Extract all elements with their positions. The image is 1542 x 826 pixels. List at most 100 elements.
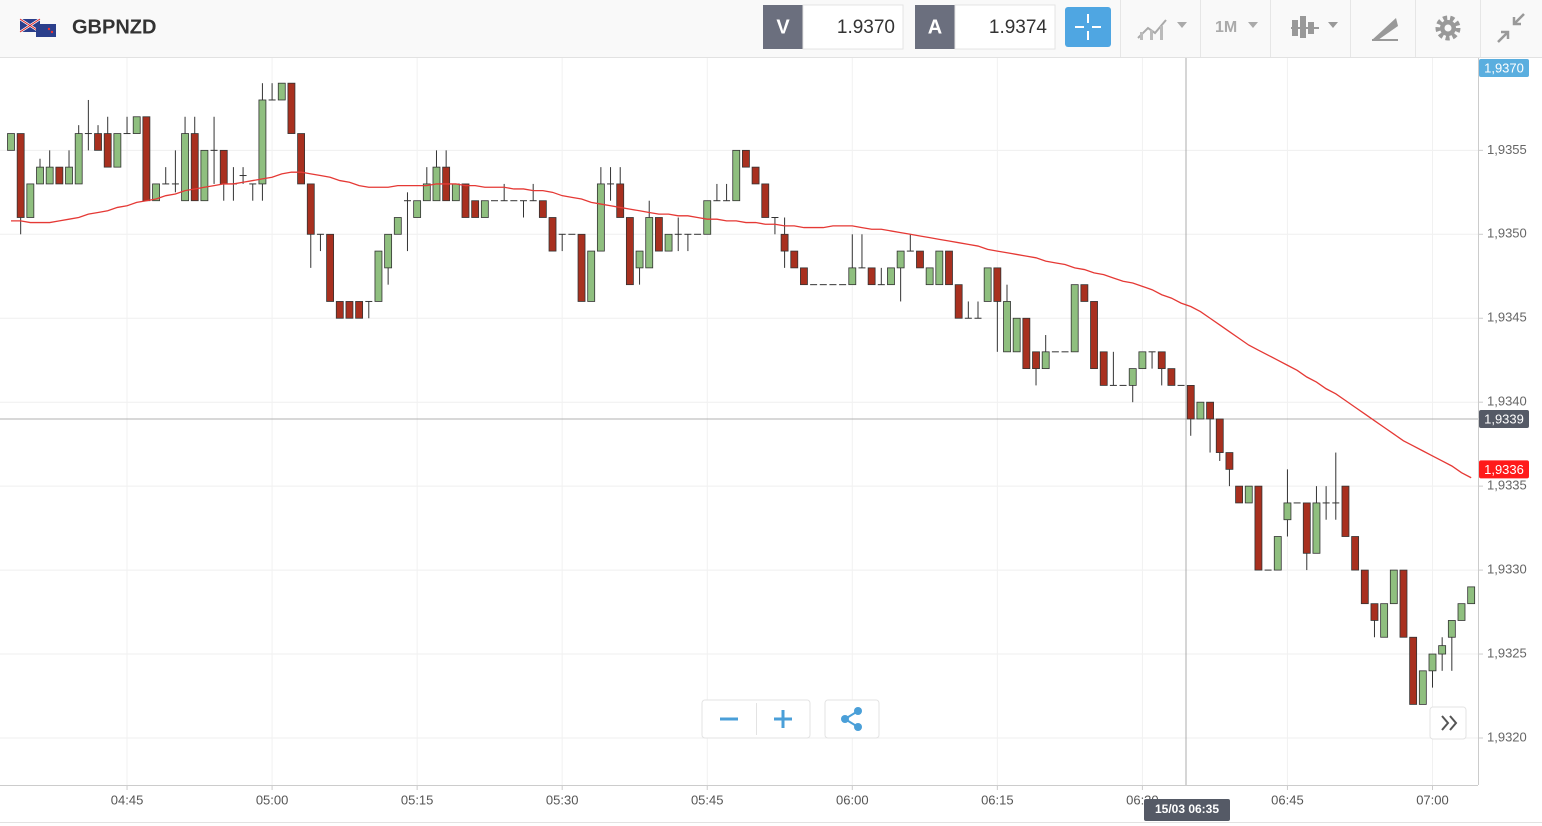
candle-body: [471, 200, 480, 218]
candle-body: [1389, 569, 1398, 605]
zoom-in-button[interactable]: [774, 710, 792, 728]
candle-style-button[interactable]: [1291, 16, 1338, 38]
candle-body: [287, 82, 296, 134]
candle-body: [113, 133, 122, 168]
y-tick-label: 1,9320: [1487, 729, 1527, 744]
price-marker-label: 1,9339: [1484, 411, 1524, 426]
candle-body: [848, 267, 857, 286]
candle-body: [7, 133, 15, 151]
ask-box[interactable]: [954, 4, 1056, 50]
candle-body: [954, 284, 963, 319]
candle-body: [422, 183, 431, 202]
candle-body: [1418, 670, 1427, 705]
candle-body: [635, 250, 644, 269]
candle-body: [1128, 368, 1137, 386]
bid-box[interactable]: [802, 4, 904, 50]
candle-body: [1302, 502, 1311, 554]
candle-body: [1370, 603, 1379, 621]
flag-icon: [19, 17, 56, 37]
candle-body: [1186, 385, 1195, 420]
candle-body: [1032, 351, 1040, 370]
candle-body: [1196, 401, 1205, 420]
candle-body: [1312, 502, 1321, 554]
candle-body: [1273, 536, 1282, 571]
bid-label: V: [776, 16, 790, 38]
candle-body: [1341, 485, 1350, 537]
candle-body: [393, 217, 402, 235]
candle-body: [1070, 284, 1079, 353]
chart-type-button[interactable]: [1137, 19, 1187, 40]
price-marker: [1479, 409, 1529, 428]
drawing-tools-button[interactable]: [1372, 18, 1398, 41]
candle-body: [800, 267, 808, 286]
toolbar-separators: [1120, 0, 1481, 57]
candle-body: [867, 267, 876, 286]
candle-body: [1380, 603, 1389, 638]
bid-badge[interactable]: [763, 5, 803, 49]
candle-body: [374, 250, 383, 302]
candle-body: [152, 183, 160, 202]
crosshair-button[interactable]: [1065, 7, 1111, 47]
x-tick-label: 05:30: [546, 792, 579, 807]
candle-body: [751, 166, 760, 185]
price-marker: [1479, 59, 1529, 77]
candle-body: [993, 267, 1002, 302]
timeframe-button[interactable]: 1M: [1215, 19, 1258, 36]
candle-body: [103, 133, 112, 168]
candle-body: [413, 200, 422, 218]
candle-body: [732, 149, 741, 202]
candle-body: [587, 250, 596, 302]
candle-body: [790, 250, 799, 269]
candle-body: [1351, 536, 1360, 571]
price-marker-label: 1,9370: [1484, 60, 1524, 75]
plot: [7, 82, 1476, 705]
candle-body: [277, 82, 286, 101]
candle-body: [345, 301, 354, 319]
moving-average: [11, 171, 1472, 479]
candle-body: [703, 200, 712, 235]
candle-body: [1283, 502, 1292, 521]
candle-body: [297, 133, 306, 185]
candle-body: [306, 183, 315, 235]
candle-body: [945, 250, 953, 286]
candle-body: [1467, 586, 1476, 605]
labels: 1,9320 1,9325 1,9330 1,9335 1,9340 1,9345 1,93…: [111, 59, 1529, 821]
ask-label: A: [928, 16, 942, 38]
x-tick-label: 07:00: [1416, 792, 1449, 807]
candle-body: [896, 250, 905, 269]
ask-badge[interactable]: [915, 5, 955, 49]
candle-body: [1244, 485, 1253, 504]
settings-button[interactable]: [1435, 15, 1461, 41]
scroll-to-end-button[interactable]: [1429, 706, 1467, 740]
candle-body: [742, 149, 750, 168]
candle-body: [1012, 317, 1021, 353]
candle-body: [1138, 351, 1147, 370]
candle-body: [355, 301, 364, 319]
candle-body: [480, 200, 489, 218]
candle-body: [1167, 368, 1176, 386]
x-tick-label: 05:15: [401, 792, 434, 807]
minimize-button[interactable]: [1497, 13, 1525, 43]
candle-body: [1206, 401, 1214, 420]
candle-body: [461, 183, 470, 218]
candle-body: [36, 166, 44, 185]
candle-body: [538, 200, 547, 218]
x-tick-label: 06:00: [836, 792, 869, 807]
candle-body: [1235, 485, 1243, 504]
candle-body: [925, 267, 934, 286]
candle-body: [1080, 284, 1089, 302]
candle-body: [1399, 569, 1408, 638]
y-tick-label: 1,9330: [1487, 562, 1527, 577]
candle-body: [181, 133, 189, 202]
symbol: GBPNZD: [72, 16, 156, 38]
price-marker: [1479, 460, 1529, 479]
candle-body: [780, 233, 789, 252]
candle-body: [1041, 351, 1050, 370]
candle-body: [142, 116, 151, 202]
candle-body: [1438, 645, 1447, 655]
crosshair-time-box: [1144, 799, 1230, 821]
share-button[interactable]: [824, 699, 880, 739]
candle-body: [1457, 603, 1466, 621]
